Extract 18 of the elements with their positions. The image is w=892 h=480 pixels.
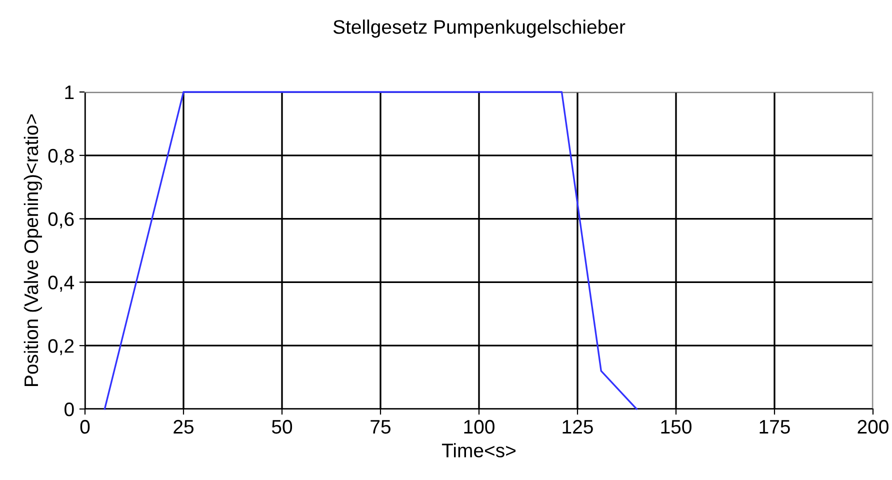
y-tick-label: 0,8 (48, 148, 74, 165)
y-tick-label: 1 (65, 86, 74, 100)
x-tick-label: 175 (760, 420, 790, 434)
x-tick-label: 50 (272, 420, 292, 434)
y-tick-label: 0,6 (48, 212, 74, 228)
y-tick-label: 0 (64, 402, 74, 416)
x-tick-label: 25 (174, 420, 194, 434)
x-tick-label: 75 (370, 420, 390, 434)
x-tick-label: 125 (562, 420, 593, 434)
x-tick-label: 0 (80, 420, 90, 434)
chart-title: Stellgesetz Pumpenkugelschieber (333, 20, 626, 38)
y-tick-label: 0,2 (48, 339, 74, 356)
x-axis-title: Time<s> (442, 443, 516, 458)
y-axis-title: Position (Valve Opening)<ratio> (24, 114, 42, 386)
x-tick-label: 150 (661, 420, 692, 434)
x-tick-label: 200 (858, 420, 888, 434)
x-tick-label: 100 (464, 420, 494, 434)
y-tick-label: 0,4 (48, 276, 74, 292)
